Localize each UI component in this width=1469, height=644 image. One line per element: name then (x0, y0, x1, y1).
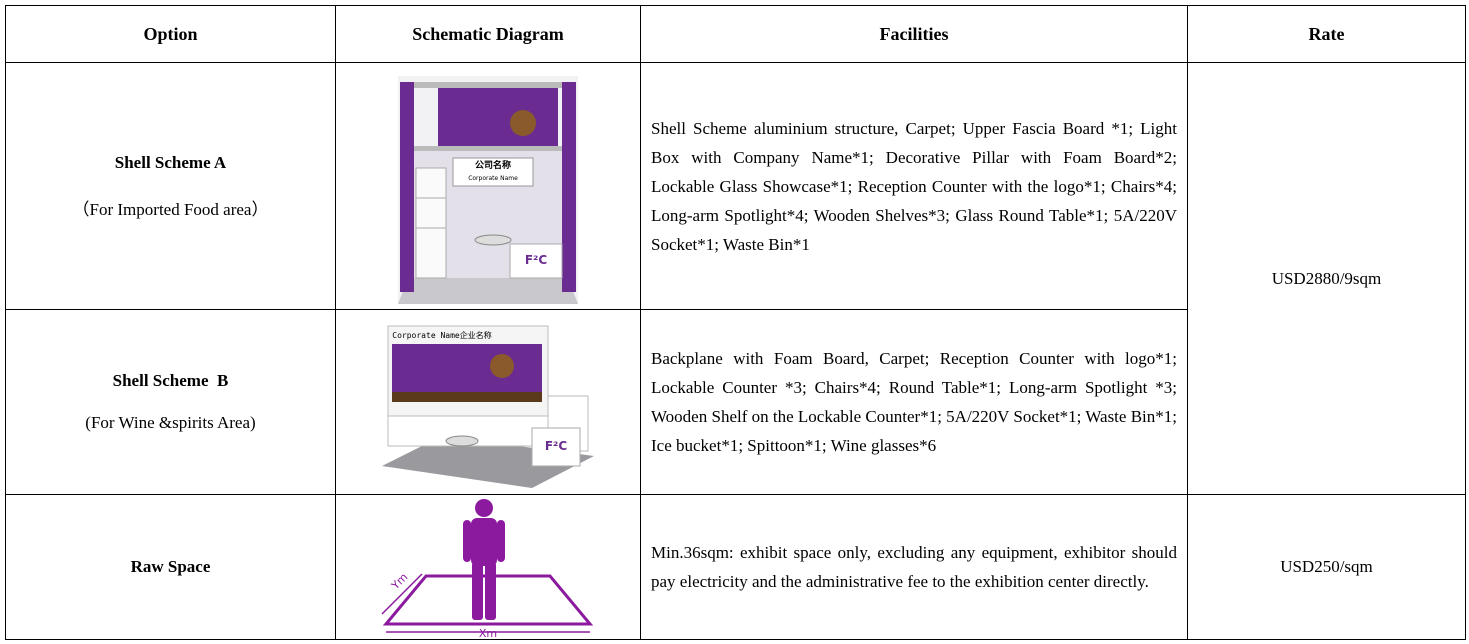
showcase (415, 167, 447, 279)
name-cn: 公司名称 (475, 159, 511, 171)
option-title: Raw Space (130, 557, 211, 576)
option-cell: Shell Scheme A （For Imported Food area） (5, 62, 336, 310)
beam (414, 82, 562, 88)
booth-table: Option Schematic Diagram Facilities Rate… (5, 5, 1466, 640)
pillar (400, 82, 414, 292)
facilities-cell: Min.36sqm: exhibit space only, excluding… (640, 494, 1188, 640)
header-cell: Schematic Diagram (335, 5, 641, 63)
row: Shell Scheme B (For Wine &spirits Area) … (5, 309, 1466, 495)
facilities-cell: Backplane with Foam Board, Carpet; Recep… (640, 309, 1188, 495)
row: Raw Space Ym Xm Min.36sqm: exhibit spac (5, 494, 1466, 640)
diagram-cell: 公司名称 Corporate Name F²C (335, 62, 641, 310)
option-cell: Shell Scheme B (For Wine &spirits Area) (5, 309, 336, 495)
counter (509, 243, 563, 279)
x-label: Xm (479, 627, 497, 638)
y-dimension (381, 573, 423, 615)
table (445, 435, 479, 447)
header-cell: Rate (1187, 5, 1466, 63)
reception (531, 427, 581, 467)
floor-outline (382, 574, 594, 626)
name-en: Corporate Name (468, 175, 518, 182)
name-board: Corporate Name企业名称 (392, 330, 491, 340)
fascia-graphic (510, 110, 536, 136)
header-cell: Facilities (640, 5, 1188, 63)
bottles (392, 392, 542, 402)
counter-logo: F²C (545, 439, 567, 453)
pillar (562, 82, 576, 292)
graphic-detail (490, 354, 514, 378)
person (463, 499, 505, 620)
option-note: （For Imported Food area） (72, 199, 269, 219)
facilities-cell: Shell Scheme aluminium structure, Carpet… (640, 62, 1188, 310)
header-cell: Option (5, 5, 336, 63)
table (474, 234, 512, 246)
option-title: Shell Scheme B (112, 371, 229, 390)
raw-space-diagram: Ym Xm (381, 499, 594, 638)
option-title: Shell Scheme A (114, 152, 227, 172)
graphic (392, 344, 542, 392)
beam (414, 146, 562, 151)
option-note: (For Wine &spirits Area) (85, 413, 256, 432)
rate-cell: USD250/sqm (1187, 494, 1466, 640)
header-row: Option Schematic Diagram Facilities Rate (5, 5, 1466, 63)
shell-b-diagram: Corporate Name企业名称 F²C (382, 325, 594, 488)
counter-logo: F²C (525, 253, 547, 267)
diagram-cell: Ym Xm (335, 494, 641, 640)
shell-a-diagram: 公司名称 Corporate Name F²C (398, 76, 578, 304)
diagram-cell: Corporate Name企业名称 F²C (335, 309, 641, 495)
floor (382, 436, 594, 488)
row: Shell Scheme A （For Imported Food area） … (5, 62, 1466, 495)
rate-cell: USD2880/9sqm (1187, 62, 1466, 495)
option-cell: Raw Space (5, 494, 336, 640)
floor (398, 278, 578, 304)
fascia (438, 88, 558, 146)
name-board (452, 157, 534, 187)
